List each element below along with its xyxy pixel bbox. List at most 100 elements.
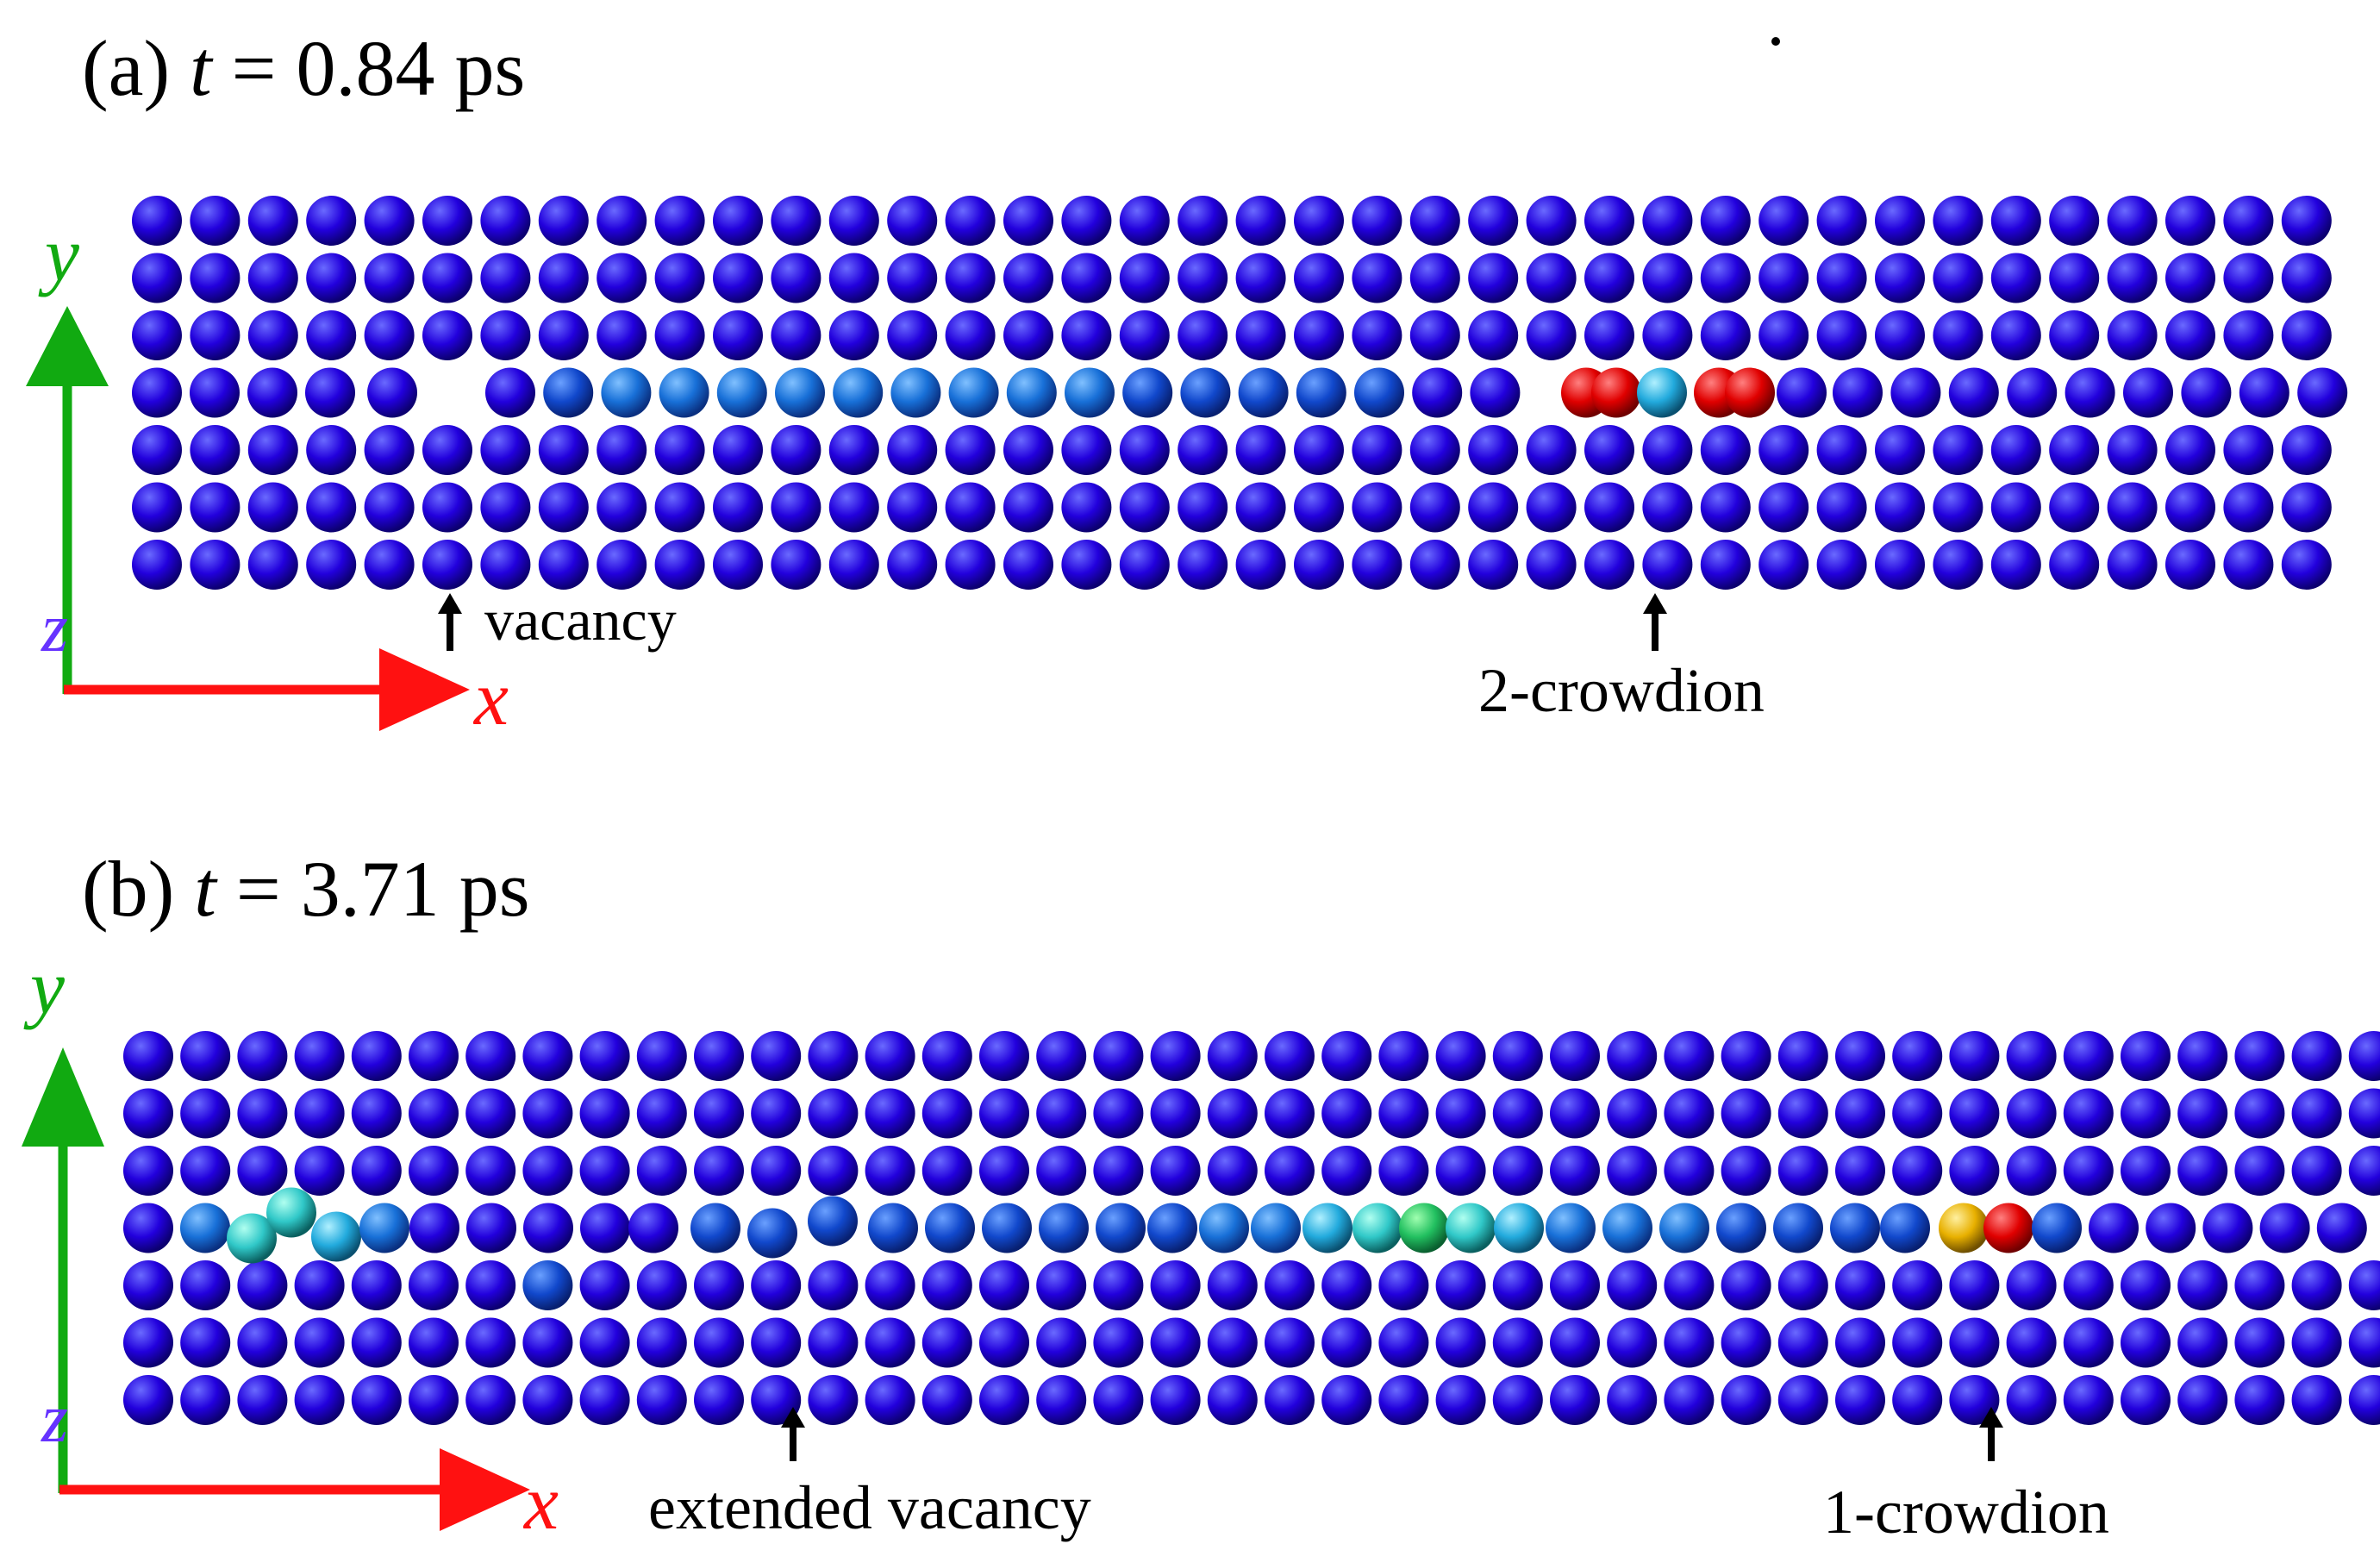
lattice-atom <box>979 1375 1029 1425</box>
lattice-atom <box>1468 482 1519 533</box>
lattice-atom <box>2121 1375 2171 1425</box>
lattice-atom <box>306 253 357 303</box>
chain-atom <box>311 1211 361 1262</box>
lattice-atom <box>180 1375 231 1425</box>
lattice-atom <box>465 1375 516 1425</box>
lattice-atom <box>132 425 182 475</box>
lattice-atom <box>1409 482 1460 533</box>
lattice-atom <box>771 196 821 246</box>
z-axis-label: z <box>41 591 68 666</box>
lattice-atom <box>1150 1260 1201 1310</box>
lattice-atom <box>1835 1375 1885 1425</box>
lattice-atom <box>409 1146 459 1196</box>
lattice-atom <box>351 1317 402 1368</box>
lattice-atom <box>2281 196 2332 246</box>
lattice-atom <box>1949 1260 2000 1310</box>
lattice-atom <box>480 196 531 246</box>
panel-b-vacancy-marker <box>781 1407 805 1461</box>
lattice-atom <box>636 1088 687 1139</box>
lattice-atom <box>579 1031 630 1081</box>
lattice-atom <box>1777 1375 1828 1425</box>
lattice-atom <box>1948 367 1999 418</box>
lattice-atom <box>2348 1146 2380 1196</box>
lattice-atom <box>1892 1088 1943 1139</box>
chain-atom <box>1546 1203 1596 1253</box>
lattice-atom <box>1949 1088 2000 1139</box>
lattice-atom <box>654 196 705 246</box>
lattice-atom <box>2063 1146 2114 1196</box>
lattice-atom <box>751 1146 802 1196</box>
lattice-atom <box>828 196 879 246</box>
lattice-atom <box>351 1031 402 1081</box>
lattice-atom <box>1378 1146 1429 1196</box>
lattice-atom <box>887 540 938 590</box>
lattice-atom <box>1584 196 1634 246</box>
lattice-atom <box>597 482 647 533</box>
lattice-atom <box>1584 425 1634 475</box>
lattice-atom <box>1700 196 1751 246</box>
chain-atom <box>1880 1203 1930 1253</box>
lattice-atom <box>180 1317 231 1368</box>
lattice-atom <box>1721 1088 1771 1139</box>
lattice-atom <box>654 482 705 533</box>
lattice-atom <box>828 425 879 475</box>
lattice-atom <box>465 1031 516 1081</box>
lattice-atom <box>1584 482 1634 533</box>
lattice-atom <box>1777 1031 1828 1081</box>
lattice-atom <box>237 1031 288 1081</box>
lattice-atom <box>694 1317 744 1368</box>
lattice-atom <box>2065 367 2115 418</box>
lattice-atom <box>1178 253 1228 303</box>
lattice-atom <box>1468 253 1519 303</box>
lattice-atom <box>2291 1317 2342 1368</box>
lattice-atom <box>190 310 240 360</box>
panel-a-vacancy-marker <box>438 593 462 651</box>
chain-atom <box>1399 1203 1449 1253</box>
lattice-atom <box>1835 1031 1885 1081</box>
lattice-atom <box>2234 1031 2285 1081</box>
lattice-atom <box>1492 1317 1543 1368</box>
lattice-atom <box>887 425 938 475</box>
lattice-atom <box>180 1260 231 1310</box>
lattice-atom <box>713 425 763 475</box>
lattice-atom <box>1700 540 1751 590</box>
lattice-atom <box>579 1088 630 1139</box>
chain-atom <box>775 367 825 418</box>
lattice-atom <box>1352 196 1402 246</box>
lattice-atom <box>1093 1146 1144 1196</box>
lattice-atom <box>1875 196 1925 246</box>
lattice-atom <box>2348 1317 2380 1368</box>
lattice-atom <box>1265 1375 1315 1425</box>
chain-atom <box>485 367 535 418</box>
lattice-atom <box>636 1031 687 1081</box>
lattice-atom <box>979 1317 1029 1368</box>
lattice-atom <box>1584 253 1634 303</box>
lattice-atom <box>828 482 879 533</box>
lattice-atom <box>538 540 589 590</box>
lattice-atom <box>2063 1088 2114 1139</box>
lattice-atom <box>2049 425 2100 475</box>
lattice-atom <box>1435 1317 1486 1368</box>
lattice-atom <box>1990 253 2041 303</box>
lattice-atom <box>306 196 357 246</box>
lattice-atom <box>597 425 647 475</box>
lattice-atom <box>294 1088 345 1139</box>
lattice-atom <box>2107 310 2158 360</box>
lattice-atom <box>1003 196 1053 246</box>
lattice-atom <box>294 1375 345 1425</box>
lattice-atom <box>1758 196 1809 246</box>
lattice-atom <box>2107 425 2158 475</box>
lattice-atom <box>1003 425 1053 475</box>
lattice-atom <box>2348 1375 2380 1425</box>
lattice-atom <box>694 1031 744 1081</box>
lattice-atom <box>1409 540 1460 590</box>
lattice-atom <box>2121 1088 2171 1139</box>
lattice-atom <box>1235 253 1286 303</box>
lattice-atom <box>1468 310 1519 360</box>
lattice-atom <box>1178 310 1228 360</box>
lattice-atom <box>523 1203 573 1253</box>
lattice-atom <box>1294 482 1344 533</box>
lattice-atom <box>1178 482 1228 533</box>
lattice-atom <box>1294 425 1344 475</box>
lattice-atom <box>305 367 355 418</box>
